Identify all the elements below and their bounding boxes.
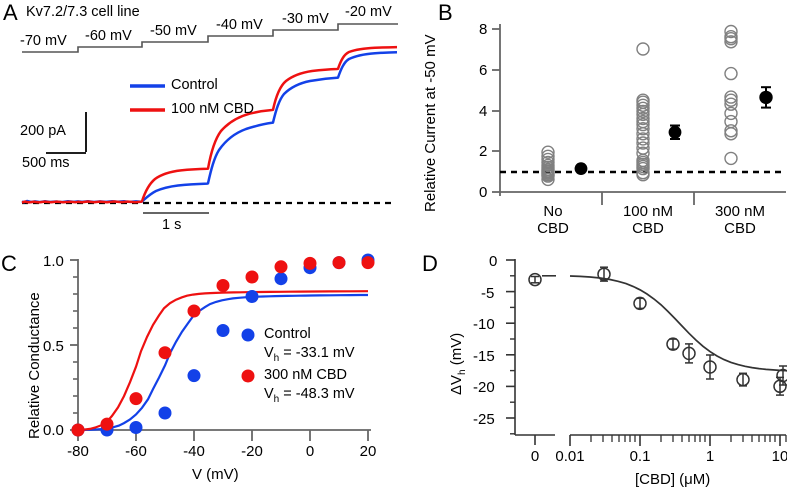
panel-c-ytick-1: 1.0 [43, 253, 64, 270]
panel-b-category-100nm-cbd: 100 nM CBD [608, 203, 688, 237]
panel-c-control-fit [77, 293, 368, 432]
panel-b-category-300nm-line1: 300 nM [714, 203, 766, 220]
panel-d-point-20 [776, 365, 787, 386]
panel-d-point-0.3 [666, 337, 680, 351]
scalebar-1s-label: 1 s [162, 217, 182, 233]
panel-b: B Relative Current at -50 mV 8 6 4 2 0 [400, 0, 787, 245]
panel-a-protocol-trace [21, 23, 398, 214]
panel-c-letter: C [1, 251, 17, 276]
panel-a-letter: A [3, 0, 18, 25]
panel-c-xtick--80: -80 [67, 443, 89, 460]
protocol-label--20mV: -20 mV [345, 4, 392, 20]
protocol-label--70mV: -70 mV [20, 33, 67, 49]
panel-c-legend-control-label: Control [264, 326, 311, 342]
panel-b-group-100nm-cbd [636, 42, 650, 182]
panel-d-point-0.5 [682, 343, 696, 364]
panel-d-xtick-10: 10 [771, 448, 787, 465]
panel-a: A Kv7.2/7.3 cell line -70 mV -60 mV -50 … [0, 0, 400, 245]
panel-b-category-100nm-line1: 100 nM [622, 203, 674, 220]
panel-d-datapoints [528, 266, 787, 396]
panel-c-legend-cbd-vh: Vh = -48.3 mV [264, 386, 355, 405]
panel-b-group-no-cbd [541, 145, 555, 187]
panel-b-group-300nm-cbd [724, 24, 738, 166]
panel-b-category-300nm-cbd: 300 nM CBD [700, 203, 780, 237]
panel-c-ytick-05: 0.5 [43, 338, 64, 355]
panel-d-ytick--20: -20 [473, 379, 495, 396]
panel-c-vh-symbol-control: V [264, 345, 274, 361]
panel-c-plot [70, 253, 375, 441]
scalebar-200pa-label: 200 pA [20, 123, 66, 139]
panel-a-legend-control: Control [171, 77, 218, 93]
panel-b-ytick-2: 2 [479, 143, 488, 160]
scalebar-500ms-label: 500 ms [22, 155, 70, 171]
panel-b-plot [492, 24, 786, 205]
panel-d-ytick--15: -15 [473, 348, 495, 365]
panel-d-xtick-1: 1 [705, 448, 715, 465]
panel-b-category-300nm-line2: CBD [724, 220, 756, 237]
panel-d-ytick--25: -25 [473, 411, 495, 428]
panel-c-vh-symbol-cbd: V [264, 386, 274, 402]
panel-c-legend-dot-control [241, 328, 255, 342]
panel-c-xlabel: V (mV) [192, 466, 239, 483]
panel-b-ytick-0: 0 [479, 184, 488, 201]
panel-b-category-no-cbd: No CBD [518, 203, 588, 237]
panel-b-mean-300nm-cbd [759, 86, 773, 109]
panel-b-category-100nm-line2: CBD [632, 220, 664, 237]
panel-d-xlabel: [CBD] (μM) [635, 471, 711, 488]
panel-c-xtick--20: -20 [241, 443, 263, 460]
panel-a-legend-cbd: 100 nM CBD [171, 101, 255, 117]
panel-d-plot [506, 259, 787, 446]
panel-c-vh-sub-cbd: h [273, 393, 280, 405]
panel-c-ytick-0: 0.0 [43, 422, 64, 439]
panel-c: C Relative Conductance 1.0 0.5 0.0 [0, 245, 400, 491]
panel-d-xtick-0: 0 [530, 448, 540, 465]
panel-c-legend-cbd-label: 300 nM CBD [264, 367, 348, 383]
panel-d-ytick--10: -10 [473, 316, 495, 333]
panel-a-title: Kv7.2/7.3 cell line [26, 4, 140, 20]
panel-d-xtick-0.01: 0.01 [555, 448, 585, 465]
panel-c-cbd-fit [77, 290, 369, 432]
panel-b-ytick-6: 6 [479, 62, 488, 79]
panel-b-ytick-8: 8 [479, 21, 488, 38]
panel-c-xtick--40: -40 [183, 443, 205, 460]
panel-b-mean-no-cbd [574, 162, 588, 176]
panel-d-point-1 [703, 354, 717, 380]
panel-c-xtick-0: 0 [305, 443, 315, 460]
protocol-label--60mV: -60 mV [85, 28, 132, 44]
panel-c-cbd-points [71, 256, 375, 437]
panel-d: D ΔVh (mV) 0 -5 -10 -15 -20 -25 [400, 245, 787, 491]
panel-c-vh-sub-control: h [273, 352, 280, 364]
panel-d-xtick-0.1: 0.1 [629, 448, 651, 465]
panel-d-fit-curve [569, 275, 787, 372]
panel-d-ytick--5: -5 [481, 285, 495, 302]
panel-d-point-3 [736, 372, 750, 387]
panel-b-category-no-cbd-line2: CBD [537, 220, 569, 237]
panel-b-mean-100nm-cbd [668, 124, 682, 140]
panel-d-point-0.03 [597, 266, 611, 282]
panel-c-xtick-20: 20 [359, 443, 377, 460]
panel-d-point-0 [528, 272, 542, 287]
protocol-label--50mV: -50 mV [150, 23, 197, 39]
panel-d-ytick-0: 0 [489, 253, 498, 270]
panel-c-vh-value-cbd: = -48.3 mV [279, 386, 355, 402]
panel-c-vh-value-control: = -33.1 mV [279, 345, 355, 361]
panel-d-letter: D [422, 251, 438, 276]
panel-b-category-no-cbd-line1: No [543, 203, 563, 220]
panel-b-ytick-4: 4 [479, 103, 488, 120]
protocol-label--30mV: -30 mV [282, 11, 329, 27]
panel-b-letter: B [438, 0, 453, 25]
panel-c-legend-control-vh: Vh = -33.1 mV [264, 345, 355, 364]
panel-c-xtick--60: -60 [125, 443, 147, 460]
protocol-label--40mV: -40 mV [216, 17, 263, 33]
panel-c-legend-dot-cbd [241, 369, 255, 383]
panel-d-point-0.1 [633, 296, 647, 311]
